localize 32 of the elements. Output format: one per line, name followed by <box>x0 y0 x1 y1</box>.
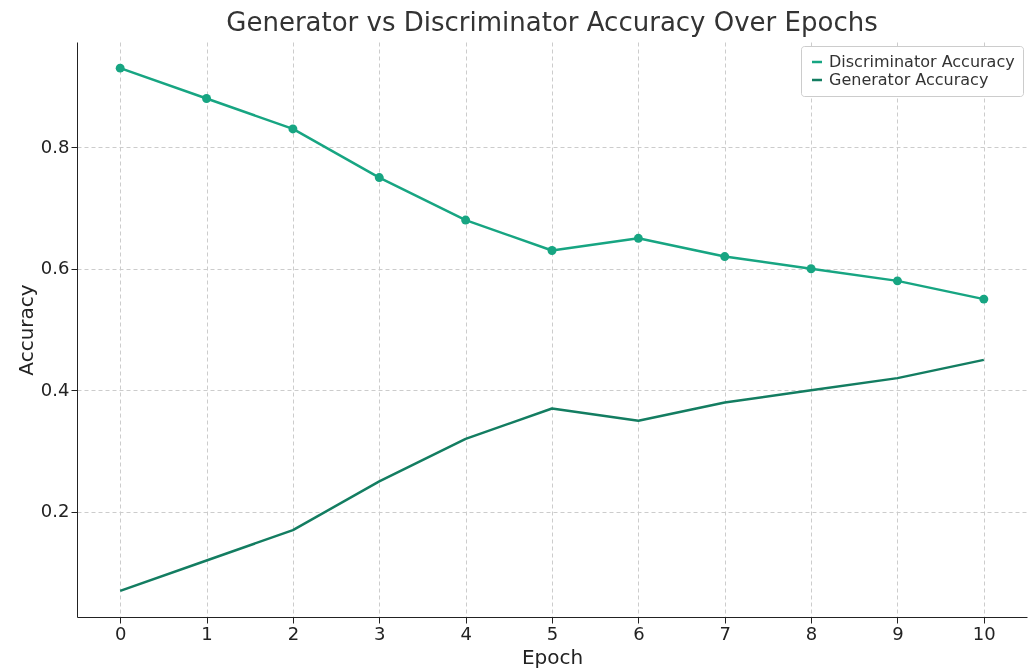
point <box>806 264 816 274</box>
x-tick-label: 6 <box>633 622 645 644</box>
legend-label: Generator Accuracy <box>829 70 989 89</box>
y-tick-label: 0.6 <box>40 257 70 279</box>
y-tick-label: 0.4 <box>40 378 70 400</box>
point <box>288 124 298 134</box>
point <box>547 246 557 255</box>
legend-label: Discriminator Accuracy <box>829 52 1015 71</box>
line-series <box>118 358 986 593</box>
x-tick-label: 0 <box>114 622 127 644</box>
point <box>202 94 212 103</box>
x-tick-label: 1 <box>201 622 213 644</box>
x-tick-label: 9 <box>892 622 904 644</box>
point <box>461 215 471 225</box>
y-axis-title: Accuracy <box>13 284 38 376</box>
y-tick-label: 0.2 <box>40 500 70 522</box>
point <box>633 233 643 243</box>
y-tick-label: 0.8 <box>40 135 70 157</box>
x-tick-label: 4 <box>460 622 472 644</box>
x-tick-label: 2 <box>287 622 300 644</box>
x-tick-label: 3 <box>374 622 386 644</box>
x-tick-label: 5 <box>546 622 559 644</box>
x-tick-label: 10 <box>972 622 996 644</box>
x-tick-label: 8 <box>805 622 818 644</box>
x-tick-label: 7 <box>719 622 731 644</box>
point <box>979 294 989 304</box>
point <box>115 63 125 73</box>
point <box>720 252 730 262</box>
x-axis-title: Epoch <box>521 644 584 669</box>
point <box>892 276 902 286</box>
point <box>374 173 384 183</box>
chart-title: Generator vs Discriminator Accuracy Over Epochs <box>226 7 878 37</box>
